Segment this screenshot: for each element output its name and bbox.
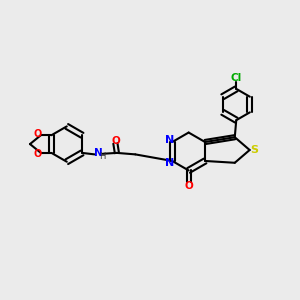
Text: O: O [111,136,120,146]
Text: O: O [33,149,41,159]
Text: H: H [99,152,105,161]
Text: N: N [94,148,103,158]
Text: O: O [184,181,193,191]
Text: N: N [165,135,175,145]
Text: O: O [34,129,42,139]
Text: S: S [250,145,258,155]
Text: N: N [165,158,174,168]
Text: Cl: Cl [231,74,242,83]
